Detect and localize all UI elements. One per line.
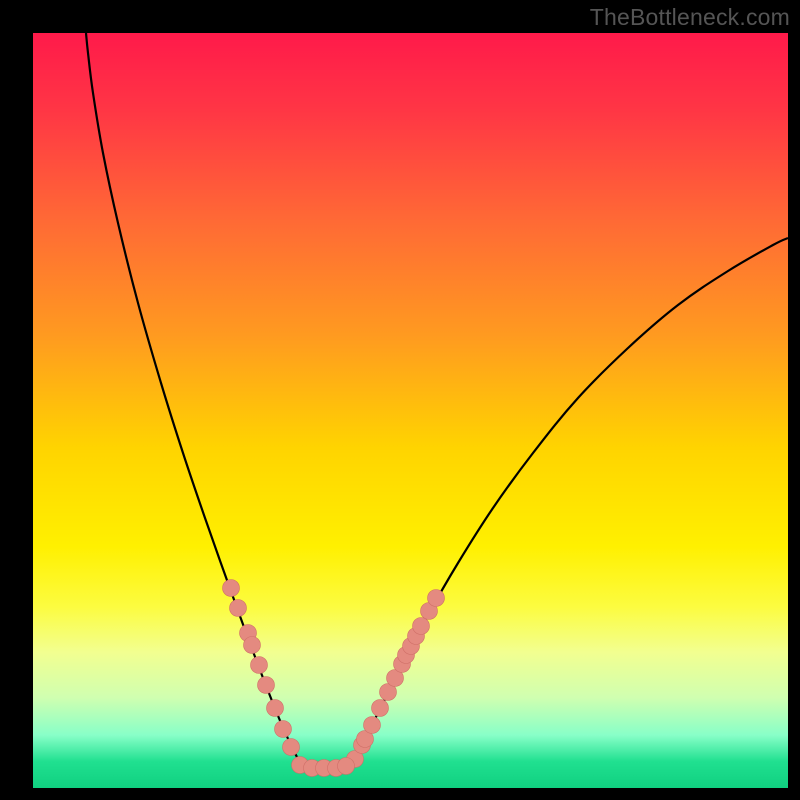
data-marker (283, 739, 300, 756)
chart-curve-layer (33, 33, 788, 788)
data-marker (364, 717, 381, 734)
data-markers-group (223, 580, 445, 777)
data-marker (413, 618, 430, 635)
chart-plot-area (33, 33, 788, 788)
data-marker (372, 700, 389, 717)
data-marker (428, 590, 445, 607)
watermark-text: TheBottleneck.com (590, 4, 790, 31)
data-marker (230, 600, 247, 617)
data-marker (338, 758, 355, 775)
curve-right-branch (352, 238, 788, 765)
data-marker (258, 677, 275, 694)
curve-left-branch (86, 33, 302, 765)
data-marker (275, 721, 292, 738)
data-marker (267, 700, 284, 717)
data-marker (251, 657, 268, 674)
data-marker (223, 580, 240, 597)
data-marker (244, 637, 261, 654)
